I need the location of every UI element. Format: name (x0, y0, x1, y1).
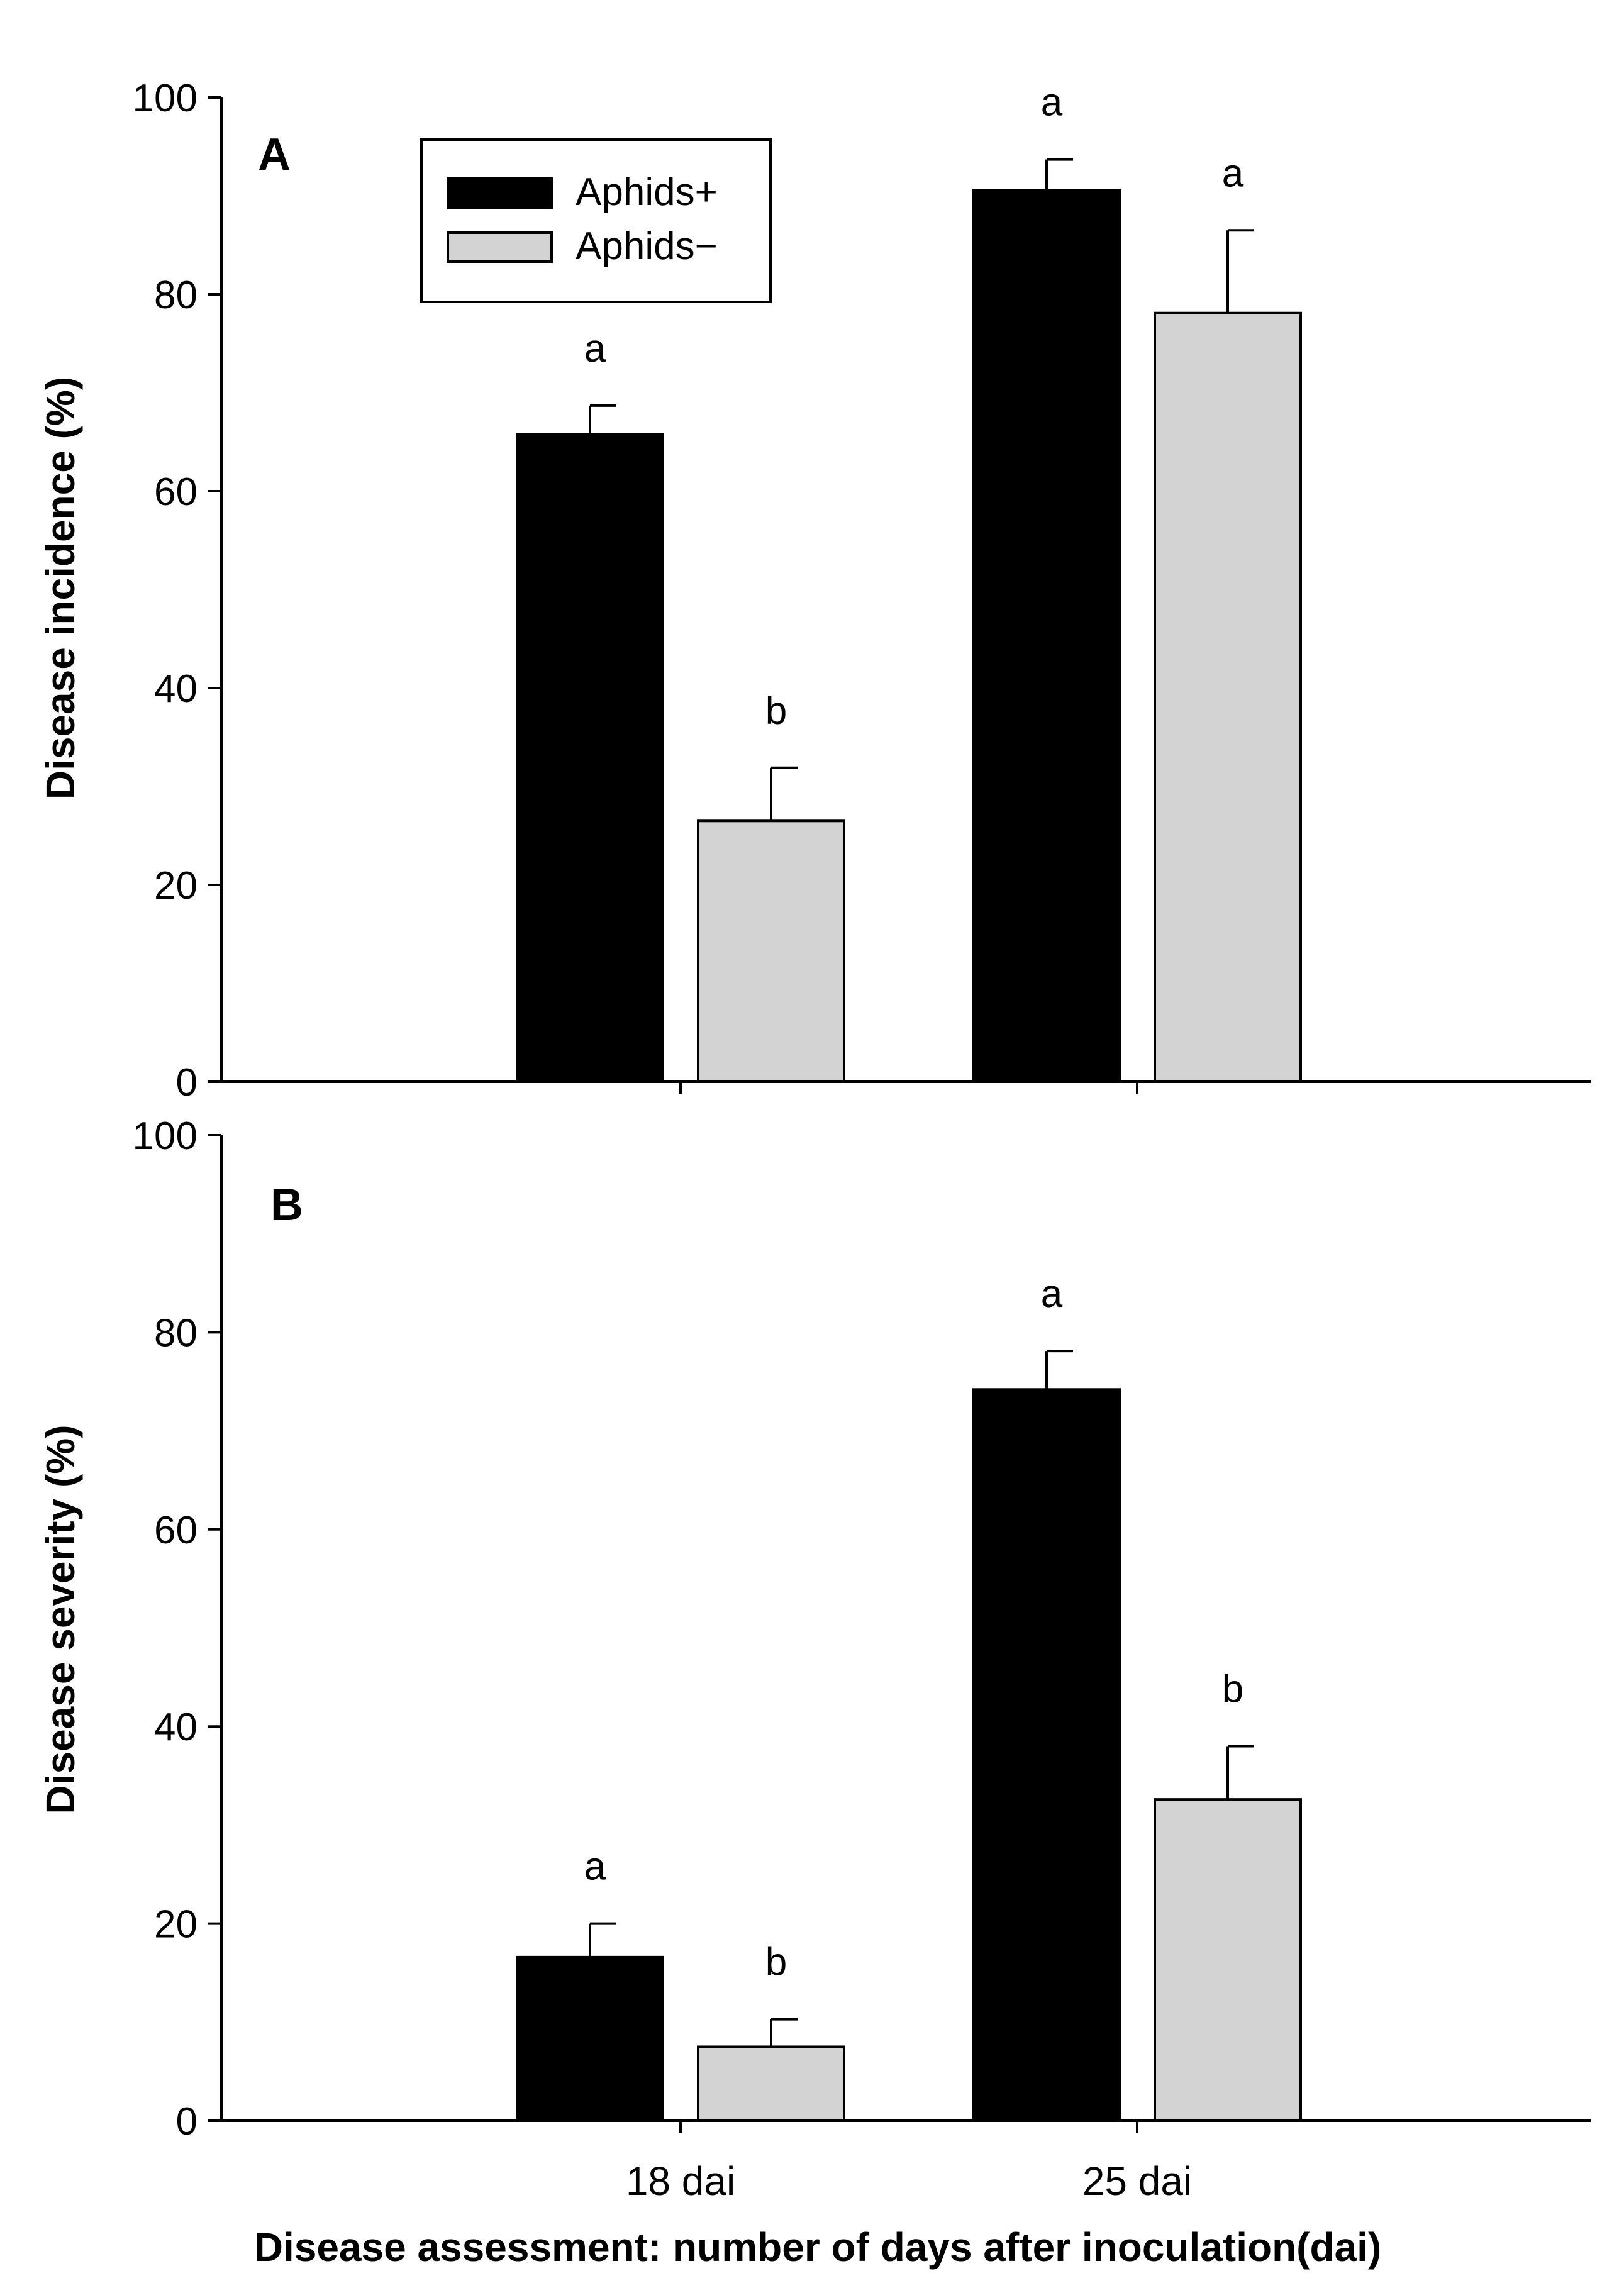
bar (972, 1388, 1121, 2122)
significance-letter: b (1222, 1668, 1243, 1711)
significance-letter: b (765, 1941, 787, 1984)
legend-label: Aphids− (576, 225, 718, 268)
x-tick-label: 18 dai (626, 2158, 735, 2204)
y-tick-label: 20 (154, 1903, 197, 1946)
y-axis-title-b: Disease severity (%) (38, 1424, 83, 1814)
y-tick-label: 60 (154, 1509, 197, 1552)
significance-letter: a (1222, 152, 1244, 195)
panel-label-b: B (270, 1180, 303, 1230)
bar (1154, 1798, 1302, 2122)
panel-label-a: A (258, 130, 291, 180)
y-tick-label: 20 (154, 864, 197, 908)
x-axis-title: Disease assessment: number of days after… (254, 2224, 1382, 2270)
legend-swatch (447, 231, 553, 263)
y-tick-label: 40 (154, 1706, 197, 1749)
significance-letter: b (765, 689, 787, 733)
bar (1154, 311, 1302, 1083)
y-tick-label: 80 (154, 274, 197, 317)
y-tick-label: 0 (176, 1061, 197, 1104)
significance-letter: a (584, 1845, 606, 1889)
y-tick-label: 60 (154, 470, 197, 514)
bar (697, 819, 845, 1084)
legend-label: Aphids+ (576, 170, 718, 214)
y-tick-label: 80 (154, 1311, 197, 1355)
x-tick-label: 25 dai (1082, 2158, 1192, 2204)
y-tick-label: 100 (133, 1114, 197, 1158)
significance-letter: a (1041, 1272, 1063, 1316)
bar (972, 189, 1121, 1083)
y-tick-label: 100 (133, 77, 197, 120)
significance-letter: a (1041, 81, 1063, 125)
bar (516, 1955, 664, 2122)
bar (516, 433, 664, 1083)
legend-swatch (447, 177, 553, 209)
y-tick-label: 0 (176, 2100, 197, 2143)
panel-a: Disease incidence (%) A 0 20 40 60 80 100 a a b a… (38, 77, 1591, 1104)
panel-b: Disease severity (%) B Disease assessmen… (38, 1114, 1591, 2270)
legend (420, 138, 772, 303)
y-tick-label: 40 (154, 667, 197, 711)
y-axis-title-a: Disease incidence (%) (38, 377, 83, 799)
bar (697, 2045, 845, 2123)
significance-letter: a (584, 327, 606, 370)
